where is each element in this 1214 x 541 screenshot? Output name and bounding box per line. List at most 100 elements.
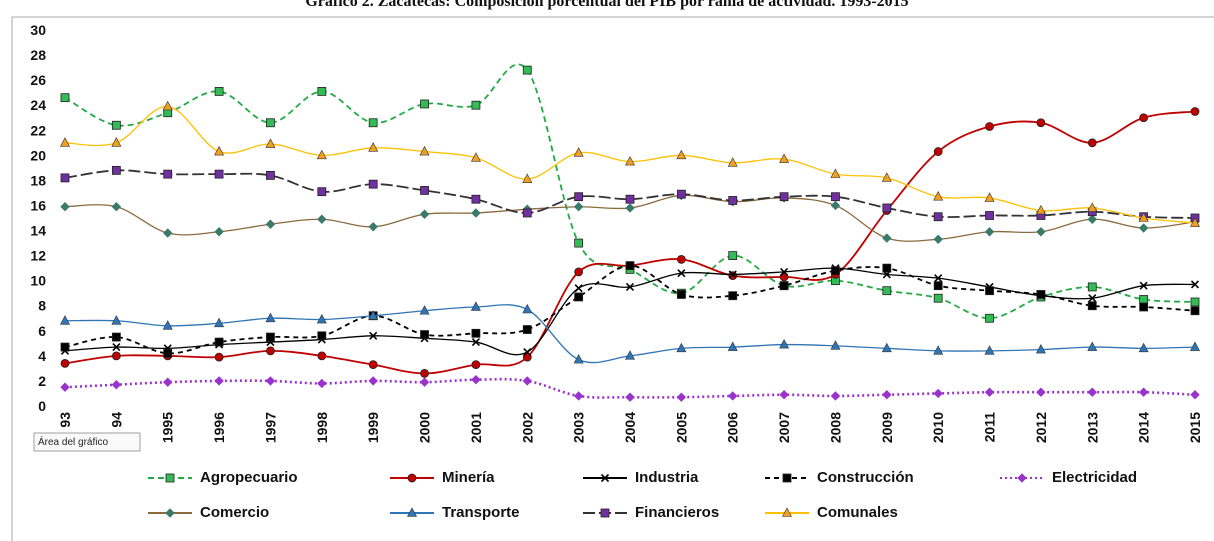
marker <box>214 227 224 237</box>
marker <box>1036 290 1046 299</box>
y-tick-label: 18 <box>30 172 46 188</box>
marker <box>625 155 635 166</box>
marker <box>111 315 122 325</box>
x-tick-label: 2009 <box>879 412 895 443</box>
marker <box>317 331 327 341</box>
marker <box>984 387 995 397</box>
marker <box>111 351 121 361</box>
marker <box>881 342 892 353</box>
marker <box>882 203 892 213</box>
legend-item: Transporte <box>390 504 520 521</box>
x-tick-label: 2005 <box>673 412 689 443</box>
x-tick-label: 2008 <box>827 412 843 443</box>
marker <box>882 286 892 296</box>
marker <box>265 219 276 229</box>
marker <box>728 270 737 279</box>
legend-marker <box>165 508 175 518</box>
marker <box>625 194 635 204</box>
marker <box>727 341 738 351</box>
legend-label: Construcción <box>817 469 914 486</box>
marker <box>677 269 686 278</box>
marker <box>266 170 275 180</box>
marker <box>933 212 943 222</box>
x-tick-label: 2012 <box>1033 412 1049 443</box>
marker <box>214 87 224 96</box>
y-tick-label: 4 <box>38 348 46 364</box>
legend-item: Electricidad <box>1000 469 1137 486</box>
marker <box>60 173 70 183</box>
marker <box>60 202 70 212</box>
x-tick-label: 1996 <box>211 412 227 443</box>
legend-item: Industria <box>583 469 699 486</box>
marker <box>676 149 687 160</box>
marker <box>882 233 892 243</box>
marker <box>625 392 635 402</box>
series <box>60 190 1200 245</box>
marker <box>60 93 70 103</box>
marker <box>317 378 327 389</box>
marker <box>573 202 584 212</box>
tooltip-text: Área del gráfico <box>38 435 108 448</box>
marker <box>728 271 738 281</box>
legend-label: Electricidad <box>1052 469 1137 486</box>
y-tick-label: 12 <box>30 248 46 264</box>
marker <box>933 234 943 245</box>
marker <box>625 350 635 360</box>
legend-label: Comercio <box>200 504 269 521</box>
marker <box>111 202 122 212</box>
x-tick-label: 2002 <box>519 412 535 443</box>
marker <box>933 147 943 156</box>
marker <box>60 137 70 147</box>
marker <box>471 328 481 338</box>
marker <box>1087 214 1097 224</box>
marker <box>779 281 789 291</box>
series <box>60 301 1200 364</box>
marker <box>676 342 687 353</box>
marker <box>676 290 686 299</box>
marker <box>934 274 943 283</box>
marker <box>676 189 686 199</box>
marker <box>625 203 635 213</box>
marker <box>779 390 789 400</box>
marker <box>214 317 225 328</box>
x-tick-label: 1995 <box>160 412 176 443</box>
legend-marker <box>600 508 610 518</box>
marker <box>317 87 327 96</box>
marker <box>368 179 378 189</box>
x-tick-label: 1998 <box>314 412 330 443</box>
marker <box>471 338 480 347</box>
marker <box>163 169 173 179</box>
marker <box>112 343 121 352</box>
marker <box>1190 390 1200 400</box>
marker <box>522 173 533 183</box>
marker <box>573 147 584 157</box>
marker <box>727 157 738 167</box>
y-tick-label: 24 <box>30 97 46 113</box>
marker <box>574 238 584 248</box>
x-tick-label: 93 <box>57 412 73 428</box>
x-tick-label: 2014 <box>1136 412 1152 443</box>
marker <box>522 325 532 334</box>
marker <box>984 227 995 237</box>
marker <box>933 345 944 355</box>
legend-label: Financieros <box>635 504 719 521</box>
marker <box>522 376 532 386</box>
marker <box>1087 282 1097 292</box>
marker <box>1139 113 1149 123</box>
marker <box>111 165 121 175</box>
marker <box>420 369 429 378</box>
marker <box>1190 280 1200 289</box>
marker <box>984 192 995 202</box>
y-tick-label: 22 <box>30 122 46 138</box>
marker <box>470 301 481 311</box>
marker <box>1190 306 1200 316</box>
marker <box>522 208 532 218</box>
marker <box>1139 281 1148 290</box>
series-line <box>64 169 1196 219</box>
marker <box>266 332 275 342</box>
series <box>60 165 1200 223</box>
marker <box>933 293 943 303</box>
marker <box>676 254 686 264</box>
y-tick-label: 16 <box>30 197 46 213</box>
